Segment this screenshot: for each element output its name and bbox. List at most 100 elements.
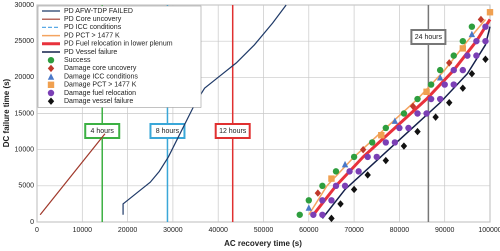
point: [337, 200, 344, 208]
point: [482, 23, 489, 30]
point: [328, 175, 335, 182]
point: [359, 145, 367, 154]
legend-swatch: [47, 97, 55, 105]
x-tick-label: 60000: [299, 227, 319, 234]
reference-label: 4 hours: [91, 128, 115, 135]
y-axis-label: DC failure time (s): [2, 78, 11, 147]
point: [382, 156, 390, 165]
point: [459, 66, 467, 74]
y-tick-label: 0: [30, 219, 34, 226]
point: [423, 88, 430, 95]
point: [468, 23, 476, 30]
x-tick-label: 20000: [118, 227, 138, 234]
point: [305, 197, 312, 204]
point: [391, 117, 399, 124]
point: [409, 102, 417, 110]
point: [477, 15, 485, 24]
y-tick-label: 5000: [18, 183, 34, 190]
reference-label-box: [214, 123, 251, 139]
point: [378, 132, 385, 139]
legend-label: Damage core uncovery: [64, 65, 137, 72]
point: [391, 139, 399, 146]
legend-swatch: [47, 73, 55, 80]
reference-label: 24 hours: [415, 34, 443, 41]
legend-label: PD Vessel failure: [64, 49, 117, 56]
legend-swatch: [47, 57, 55, 64]
x-axis-label: AC recovery time (s): [224, 239, 302, 248]
point: [364, 153, 371, 161]
legend-label: PD ICC conditions: [64, 24, 122, 31]
legend-label: Damage PCT > 1477 K: [64, 82, 137, 89]
point: [400, 142, 408, 150]
point: [346, 168, 353, 175]
y-tick-label: 20000: [15, 74, 35, 81]
y-tick-label: 25000: [15, 38, 35, 45]
x-tick-label: 100000: [478, 227, 500, 234]
series-line: [39, 133, 106, 216]
legend-label: PD Fuel relocation in lower plenum: [64, 41, 173, 48]
point: [446, 59, 453, 67]
point: [382, 124, 390, 132]
point: [450, 66, 457, 74]
point: [436, 66, 444, 74]
legend-swatch: [47, 89, 55, 97]
point: [369, 139, 376, 146]
point: [450, 81, 457, 88]
point: [382, 139, 390, 146]
x-tick-label: 10000: [73, 227, 93, 234]
legend-label: PD AFW-TDP FAILED: [64, 8, 133, 15]
point: [468, 30, 476, 38]
x-tick-label: 70000: [344, 227, 364, 234]
point: [405, 124, 412, 132]
y-tick-label: 15000: [15, 110, 35, 117]
point: [441, 81, 448, 88]
legend-box: [37, 5, 202, 108]
point: [305, 204, 312, 211]
point: [400, 110, 408, 117]
point: [473, 52, 480, 59]
point: [446, 98, 453, 107]
legend-label: Success: [64, 57, 91, 64]
legend-label: PD PCT > 1477 K: [64, 32, 120, 39]
x-tick-label: 40000: [208, 227, 228, 234]
legend-label: PD Core uncovery: [64, 16, 122, 23]
point: [436, 74, 444, 81]
legend-label: Damage ICC conditions: [64, 73, 138, 80]
point: [414, 127, 421, 136]
series-line: [312, 18, 492, 216]
point: [373, 153, 380, 161]
x-tick-label: 90000: [435, 227, 455, 234]
point: [341, 182, 349, 190]
point: [464, 52, 471, 59]
point: [459, 84, 467, 92]
point: [364, 171, 371, 179]
point: [319, 197, 326, 204]
x-tick-label: 80000: [390, 227, 410, 234]
legend-label: Damage vessel failure: [64, 98, 133, 105]
point: [332, 168, 340, 175]
point: [396, 124, 403, 132]
y-tick-label: 30000: [15, 2, 35, 9]
point: [296, 211, 303, 218]
legend-swatch: [47, 81, 55, 88]
point: [486, 9, 494, 16]
point: [310, 211, 317, 218]
point: [350, 153, 358, 161]
series-line: [122, 4, 287, 215]
point: [332, 182, 340, 190]
reference-label: 8 hours: [156, 128, 180, 135]
reference-label-box: [149, 123, 186, 139]
legend-label: Damage fuel relocation: [64, 90, 136, 97]
y-tick-label: 10000: [15, 147, 35, 154]
point: [328, 214, 335, 223]
reference-label-box: [410, 29, 447, 45]
point: [432, 113, 439, 121]
point: [319, 182, 326, 190]
point: [355, 168, 362, 175]
point: [423, 110, 430, 117]
point: [319, 211, 326, 218]
point: [427, 81, 435, 88]
point: [450, 52, 457, 59]
x-tick-label: 0: [35, 227, 39, 234]
